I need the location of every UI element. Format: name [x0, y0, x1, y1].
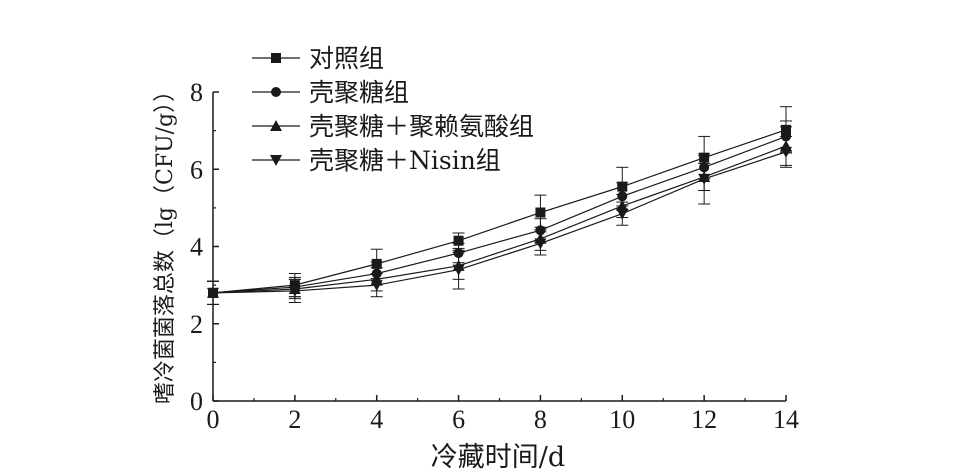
data-point [452, 264, 465, 276]
x-axis-label: 冷藏时间/d [431, 442, 565, 473]
data-point [780, 146, 792, 158]
x-tick-label: 14 [773, 405, 799, 434]
x-tick-label: 10 [609, 405, 635, 434]
y-axis-label: 嗜冷菌菌落总数（lg（CFU/g）） [153, 80, 178, 404]
data-point [535, 207, 546, 218]
data-point [698, 173, 711, 185]
data-point [616, 208, 629, 220]
legend-marker [271, 53, 281, 63]
legend-marker [270, 155, 282, 166]
series-3 [207, 135, 792, 305]
x-tick-label: 0 [207, 405, 220, 434]
data-point [453, 235, 464, 246]
y-tick-label: 8 [190, 78, 203, 107]
y-tick-label: 4 [190, 233, 203, 262]
data-point [288, 285, 301, 297]
x-tick-label: 12 [691, 405, 717, 434]
series-line [212, 129, 787, 294]
legend-marker [271, 87, 281, 97]
legend-label: 壳聚糖＋Nisin组 [309, 146, 501, 175]
x-tick-label: 8 [534, 405, 547, 434]
legend-label: 对照组 [309, 44, 384, 73]
legend-marker [270, 120, 282, 131]
legend-entry: 壳聚糖组 [252, 78, 409, 107]
y-tick-label: 6 [190, 155, 203, 184]
legend-entry: 壳聚糖＋Nisin组 [252, 146, 501, 175]
legend-entry: 壳聚糖＋聚赖氨酸组 [252, 112, 534, 141]
data-point [207, 287, 219, 299]
legend-entry: 对照组 [252, 44, 384, 73]
x-tick-label: 2 [288, 405, 301, 434]
series-layer [207, 106, 792, 305]
x-tick-label: 4 [370, 405, 383, 434]
legend-label: 壳聚糖组 [309, 78, 409, 107]
y-tick-label: 0 [190, 387, 203, 416]
data-point [534, 238, 547, 250]
series-line [212, 145, 787, 294]
y-tick-label: 2 [190, 310, 203, 339]
legend-label: 壳聚糖＋聚赖氨酸组 [309, 112, 534, 141]
data-point [370, 280, 383, 292]
series-line [212, 135, 787, 294]
x-tick-label: 6 [452, 405, 465, 434]
axes: 0 2 4 6 8 10 12 14 0 2 4 6 8 [190, 78, 799, 434]
series-line [212, 151, 787, 294]
